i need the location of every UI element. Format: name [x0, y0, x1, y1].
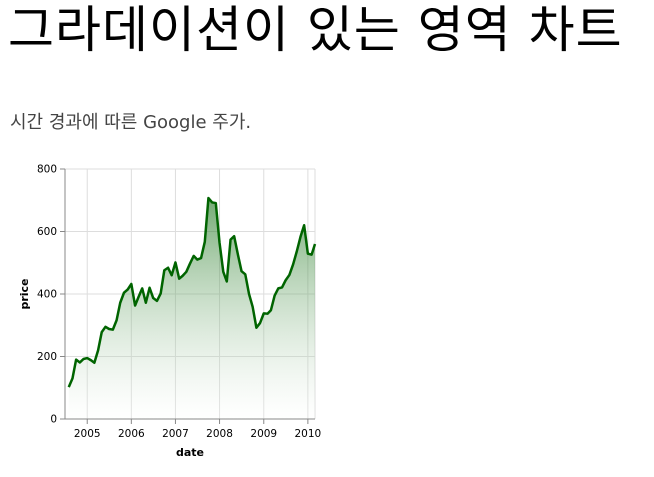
y-tick-label: 600 — [37, 226, 57, 238]
x-axis-title: date — [176, 446, 204, 459]
y-axis-title: price — [18, 278, 31, 309]
area-chart: 0 200 400 600 800 2005 2006 2007 2008 2009 2010 da… — [0, 150, 340, 473]
area-fill — [68, 198, 315, 419]
price-line — [67, 196, 317, 388]
page-description: 시간 경과에 따른 Google 주가. — [10, 112, 252, 133]
axes: 0 200 400 600 800 2005 2006 2007 2008 2009 2010 — [37, 164, 321, 441]
x-tick-label: 2006 — [118, 428, 145, 440]
x-tick-label: 2010 — [295, 428, 322, 440]
x-tick-label: 2007 — [162, 428, 189, 440]
y-tick-label: 800 — [37, 164, 57, 176]
y-tick-label: 200 — [37, 351, 57, 363]
x-tick-label: 2005 — [74, 428, 101, 440]
x-tick-label: 2009 — [250, 428, 277, 440]
y-tick-label: 400 — [37, 289, 57, 301]
y-tick-label: 0 — [50, 414, 57, 426]
area-chart-svg: 0 200 400 600 800 2005 2006 2007 2008 2009 2010 da… — [18, 164, 321, 460]
page-title: 그라데이션이 있는 영역 차트 — [8, 1, 623, 59]
x-tick-label: 2008 — [206, 428, 233, 440]
